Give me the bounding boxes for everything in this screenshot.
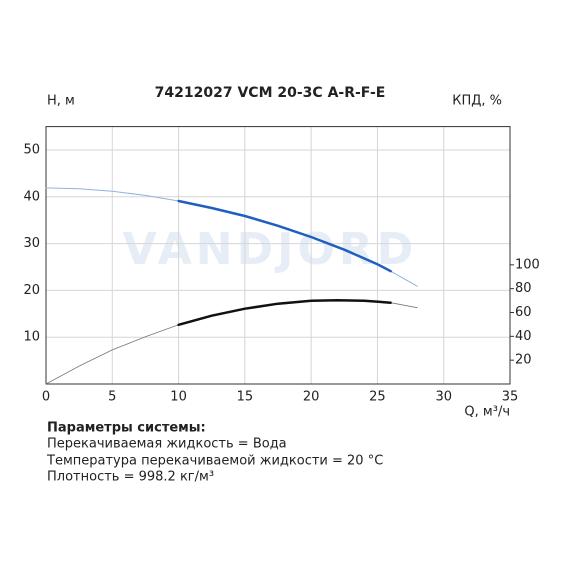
x-tick-label: 5 bbox=[108, 390, 116, 405]
x-tick-label: 20 bbox=[303, 390, 320, 405]
y-tick-label: 40 bbox=[23, 189, 40, 204]
param-line: Перекачиваемая жидкость = Вода bbox=[47, 437, 287, 452]
y-axis-label: Н, м bbox=[47, 94, 75, 109]
chart-title: 74212027 VCM 20-3C A-R-F-E bbox=[155, 85, 386, 101]
x-tick-label: 35 bbox=[502, 390, 519, 405]
y2-tick-label: 80 bbox=[515, 281, 532, 296]
x-tick-label: 30 bbox=[435, 390, 452, 405]
plot-frame bbox=[45, 126, 511, 385]
y2-tick-label: 40 bbox=[515, 329, 532, 344]
param-line: Температура перекачиваемой жидкости = 20… bbox=[46, 454, 383, 469]
params-title: Параметры системы: bbox=[47, 421, 206, 436]
curve bbox=[177, 199, 392, 273]
y-tick-label: 30 bbox=[23, 236, 40, 251]
x-axis-label: Q, м³/ч bbox=[464, 405, 510, 420]
y2-tick-label: 60 bbox=[515, 305, 532, 320]
y-tick-label: 20 bbox=[23, 283, 40, 298]
curve bbox=[177, 298, 392, 327]
watermark: VANDJORD bbox=[123, 224, 418, 275]
x-tick-label: 25 bbox=[369, 390, 386, 405]
param-line: Плотность = 998.2 кг/м³ bbox=[47, 470, 214, 485]
y2-tick-label: 100 bbox=[515, 257, 540, 272]
y2-tick-label: 20 bbox=[515, 353, 532, 368]
y-tick-label: 50 bbox=[23, 143, 40, 158]
y-tick-label: 10 bbox=[23, 330, 40, 345]
x-tick-label: 0 bbox=[42, 390, 50, 405]
x-tick-label: 15 bbox=[237, 390, 254, 405]
x-tick-label: 10 bbox=[170, 390, 187, 405]
y2-axis-label: КПД, % bbox=[452, 94, 502, 109]
